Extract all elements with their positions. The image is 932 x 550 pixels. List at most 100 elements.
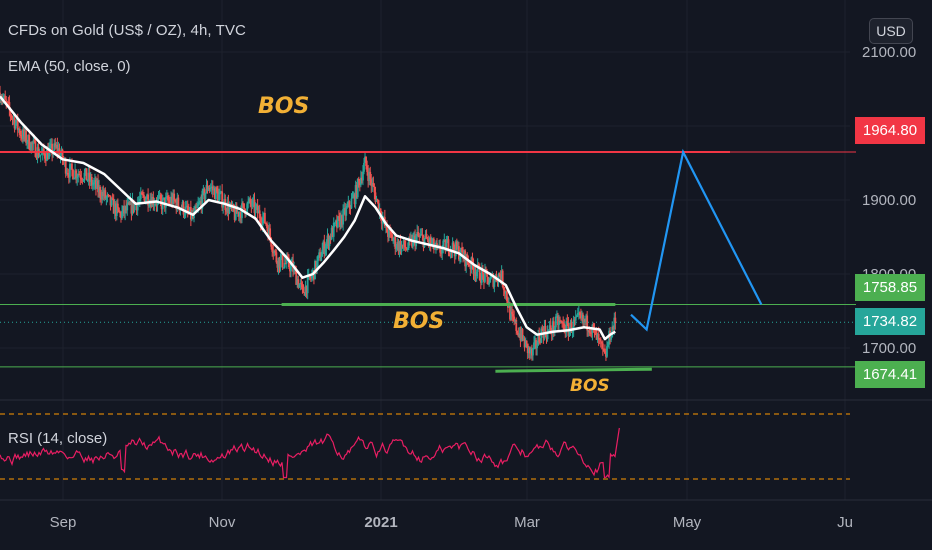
candle-body (611, 326, 614, 338)
candle-body (484, 269, 486, 282)
candle-body (592, 324, 595, 329)
candle-body (88, 172, 91, 182)
candle-body (291, 260, 293, 264)
candle-body (534, 340, 536, 343)
candle-body (357, 178, 360, 181)
candle-body (283, 262, 286, 268)
candle-body (109, 195, 112, 206)
candle-body (272, 251, 275, 254)
candle-body (254, 206, 257, 213)
candle-body (452, 242, 455, 250)
candle-body (529, 348, 532, 354)
candle-body (536, 345, 539, 349)
candle-body (275, 252, 278, 263)
candle-body (556, 316, 558, 318)
candle-body (348, 201, 351, 208)
candle-body (584, 318, 586, 323)
candle-body (160, 199, 163, 210)
candle-body (148, 205, 151, 207)
candle-body (538, 334, 541, 342)
candle-body (521, 329, 524, 340)
candle-body (15, 118, 18, 124)
candle-body (126, 203, 129, 211)
candle-body (597, 334, 600, 339)
candle-body (274, 250, 277, 253)
candle-body (48, 149, 50, 159)
candle-body (455, 241, 458, 250)
candle-body (130, 200, 133, 214)
candle-body (573, 319, 576, 321)
candle-body (533, 342, 535, 349)
candle-body (434, 247, 436, 250)
candle-body (595, 330, 598, 340)
candle-body (145, 198, 147, 204)
candle-body (94, 180, 96, 183)
candle-body (258, 210, 261, 219)
candle-body (253, 199, 256, 213)
candle-body (483, 273, 485, 282)
candle-body (268, 228, 270, 238)
candle-body (371, 182, 374, 186)
candle-body (201, 190, 204, 209)
candle-body (76, 176, 79, 179)
candle-body (341, 215, 343, 225)
candle-body (194, 206, 196, 212)
candle-body (590, 332, 593, 334)
time-axis[interactable]: Sep Nov 2021 Mar May Ju (50, 514, 853, 531)
candle-body (575, 315, 578, 317)
candle-body (90, 176, 93, 186)
candle-body (157, 197, 160, 199)
candle-body (614, 317, 617, 324)
candle-body (251, 200, 254, 207)
candle-body (171, 197, 173, 204)
candle-body (44, 158, 47, 161)
candle-body (403, 240, 406, 248)
candle-body (133, 203, 136, 211)
candle-body (256, 204, 259, 214)
candle-body (544, 325, 547, 335)
candle-body (460, 247, 462, 257)
candle-body (313, 270, 315, 280)
candle-body (444, 239, 447, 252)
candle-body (29, 149, 32, 151)
candle-body (11, 117, 14, 119)
candle-body (14, 123, 17, 129)
candle-body (188, 207, 191, 213)
candle-body (543, 325, 546, 338)
candle-body (481, 269, 484, 274)
candle-body (502, 286, 505, 290)
candle-body (66, 173, 69, 175)
rsi-legend[interactable]: RSI (14, close) (8, 430, 108, 447)
candle-body (182, 201, 185, 215)
candle-body (167, 195, 169, 201)
candle-body (418, 235, 421, 237)
candle-body (139, 192, 142, 199)
candle-body (315, 260, 317, 271)
candle-body (108, 195, 111, 197)
candle-body (565, 321, 568, 333)
candle-body (97, 180, 99, 193)
candle-body (35, 156, 38, 159)
candle-body (177, 197, 180, 207)
candle-body (612, 326, 615, 330)
candle-body (368, 171, 371, 181)
currency-button[interactable]: USD (869, 18, 913, 44)
candle-body (387, 232, 389, 237)
candle-body (181, 201, 184, 209)
price-tick-label: 1700.00 (862, 340, 916, 357)
candle-body (84, 168, 87, 173)
candle-body (316, 260, 318, 271)
candle-body (17, 129, 20, 131)
ema-legend[interactable]: EMA (50, close, 0) (8, 58, 131, 75)
candle-body (103, 190, 106, 197)
candle-body (257, 210, 260, 214)
candle-body (382, 217, 385, 219)
candle-body (588, 330, 591, 333)
candle-body (582, 314, 584, 322)
candle-body (301, 284, 304, 288)
candle-body (427, 239, 430, 244)
candle-body (376, 199, 379, 201)
candle-body (475, 271, 478, 277)
ema-line (0, 95, 616, 341)
